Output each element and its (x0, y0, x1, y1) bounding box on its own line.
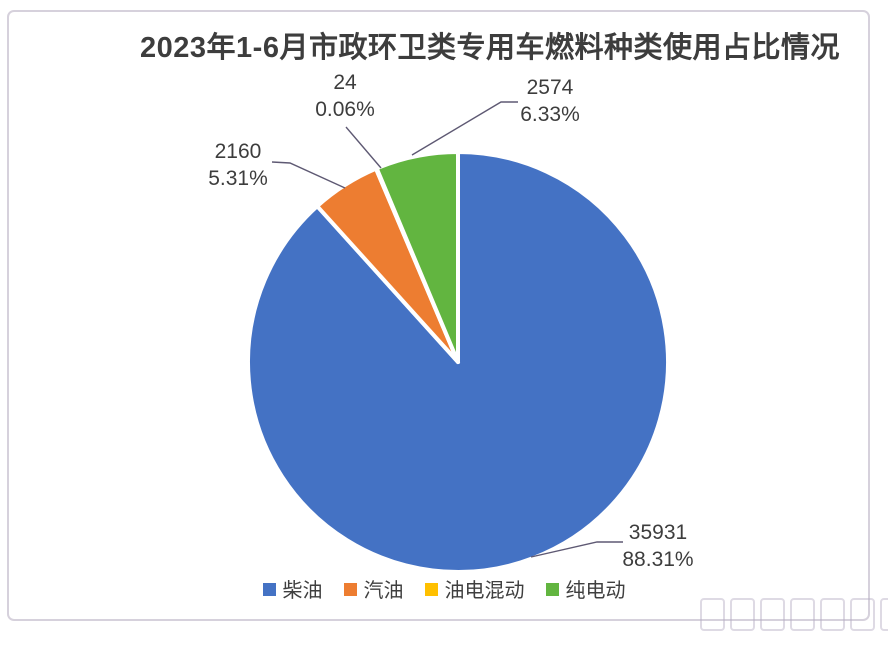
data-label-hybrid-percent: 0.06% (315, 98, 375, 121)
data-label-hybrid: 24 0.06% (315, 69, 375, 123)
watermark (700, 598, 888, 631)
data-label-electric-value: 2574 (526, 76, 574, 99)
legend-label-gasoline: 汽油 (363, 580, 404, 602)
legend-item-hybrid: 油电混动 (424, 574, 525, 603)
leader-line-hybrid (345, 126, 382, 169)
legend-label-hybrid: 油电混动 (444, 580, 525, 602)
leader-line-electric (411, 101, 518, 156)
legend-item-gasoline: 汽油 (343, 574, 404, 603)
legend-swatch-gasoline (343, 583, 357, 596)
chart-title: 2023年1-6月市政环卫类专用车燃料种类使用占比情况 (140, 32, 840, 64)
data-label-gasoline-value: 2160 (214, 140, 262, 163)
pie-slice-electric (374, 150, 460, 364)
legend-swatch-electric (545, 583, 559, 596)
data-label-diesel-value: 35931 (628, 521, 688, 544)
data-label-gasoline: 2160 5.31% (208, 138, 268, 192)
legend: 柴油 汽油 油电混动 纯电动 (0, 574, 888, 603)
legend-swatch-diesel (262, 583, 276, 596)
data-label-diesel: 35931 88.31% (622, 519, 693, 573)
data-label-electric-percent: 6.33% (520, 103, 580, 126)
data-label-electric: 2574 6.33% (520, 74, 580, 128)
legend-swatch-hybrid (424, 583, 438, 596)
data-label-hybrid-value: 24 (333, 71, 357, 94)
leader-line-gasoline (271, 161, 346, 189)
leader-line-diesel (530, 541, 623, 558)
legend-label-diesel: 柴油 (282, 580, 323, 602)
legend-item-electric: 纯电动 (545, 574, 626, 603)
data-label-gasoline-percent: 5.31% (208, 167, 268, 190)
legend-label-electric: 纯电动 (565, 580, 626, 602)
legend-item-diesel: 柴油 (262, 574, 323, 603)
data-label-diesel-percent: 88.31% (622, 548, 694, 571)
